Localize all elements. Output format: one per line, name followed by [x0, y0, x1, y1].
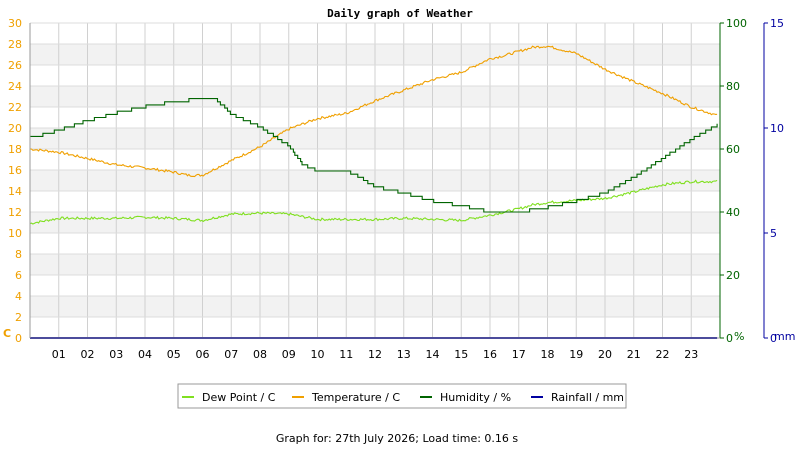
humidity-tick-label: 40	[726, 206, 740, 219]
humidity-unit: %	[734, 330, 744, 343]
humidity-tick-label: 60	[726, 143, 740, 156]
temperature-tick-label: 28	[8, 38, 22, 51]
humidity-tick-label: 0	[726, 332, 733, 345]
temperature-tick-label: 2	[15, 311, 22, 324]
humidity-tick-label: 20	[726, 269, 740, 282]
x-tick-label: 05	[167, 348, 181, 361]
legend-label: Rainfall / mm	[551, 391, 624, 404]
x-tick-label: 08	[253, 348, 267, 361]
temperature-tick-label: 4	[15, 290, 22, 303]
temperature-tick-label: 6	[15, 269, 22, 282]
temperature-tick-label: 14	[8, 185, 22, 198]
series-line-humidity	[30, 98, 718, 213]
x-tick-label: 11	[339, 348, 353, 361]
x-tick-label: 14	[426, 348, 440, 361]
rainfall-tick-label: 15	[770, 17, 784, 30]
x-tick-label: 09	[282, 348, 296, 361]
series-line-temperature	[30, 45, 718, 178]
rainfall-tick-label: 0	[770, 332, 777, 345]
legend: Dew Point / C Temperature / C Humidity / %…	[177, 383, 627, 409]
x-tick-label: 13	[397, 348, 411, 361]
temperature-tick-label: 22	[8, 101, 22, 114]
x-tick-label: 20	[598, 348, 612, 361]
temperature-tick-label: 20	[8, 122, 22, 135]
x-tick-label: 03	[109, 348, 123, 361]
humidity-tick-label: 100	[726, 17, 747, 30]
series-line-temperature	[29, 179, 718, 225]
x-tick-label: 15	[454, 348, 468, 361]
legend-label: Temperature / C	[311, 391, 400, 404]
temperature-tick-label: 18	[8, 143, 22, 156]
x-tick-label: 21	[627, 348, 641, 361]
temperature-tick-label: 10	[8, 227, 22, 240]
temperature-tick-label: 0	[15, 332, 22, 345]
vertical-gridlines	[58, 23, 692, 338]
x-tick-label: 17	[512, 348, 526, 361]
legend-box	[177, 383, 627, 409]
temperature-tick-label: 24	[8, 80, 22, 93]
footer-text: Graph for: 27th July 2026; Load time: 0.…	[276, 432, 519, 445]
x-tick-label: 06	[196, 348, 210, 361]
legend-label: Humidity / %	[440, 391, 511, 404]
chart-title: Daily graph of Weather	[327, 7, 473, 20]
x-tick-label: 12	[368, 348, 382, 361]
humidity-tick-label: 80	[726, 80, 740, 93]
horizontal-gridlines	[30, 22, 720, 339]
x-tick-label: 02	[81, 348, 95, 361]
x-tick-label: 19	[569, 348, 583, 361]
legend-label: Dew Point / C	[202, 391, 276, 404]
x-tick-label: 10	[311, 348, 325, 361]
rainfall-tick-label: 5	[770, 227, 777, 240]
x-tick-label: 18	[541, 348, 555, 361]
temperature-tick-label: 16	[8, 164, 22, 177]
temperature-tick-label: 30	[8, 17, 22, 30]
x-tick-label: 07	[224, 348, 238, 361]
rainfall-tick-label: 10	[770, 122, 784, 135]
temperature-tick-label: 12	[8, 206, 22, 219]
temperature-tick-label: 8	[15, 248, 22, 261]
x-tick-label: 04	[138, 348, 152, 361]
axes	[29, 22, 768, 339]
x-tick-label: 16	[483, 348, 497, 361]
temperature-tick-label: 26	[8, 59, 22, 72]
x-tick-label: 01	[52, 348, 66, 361]
x-tick-label: 23	[684, 348, 698, 361]
x-tick-label: 22	[656, 348, 670, 361]
tick-labels: 01 02 03 04 05 06 07 08 09 10 11 12 13 14 15 16 17 18 19 20…	[3, 17, 795, 361]
temperature-unit: C	[3, 327, 11, 340]
rainfall-unit: mm	[774, 330, 795, 343]
